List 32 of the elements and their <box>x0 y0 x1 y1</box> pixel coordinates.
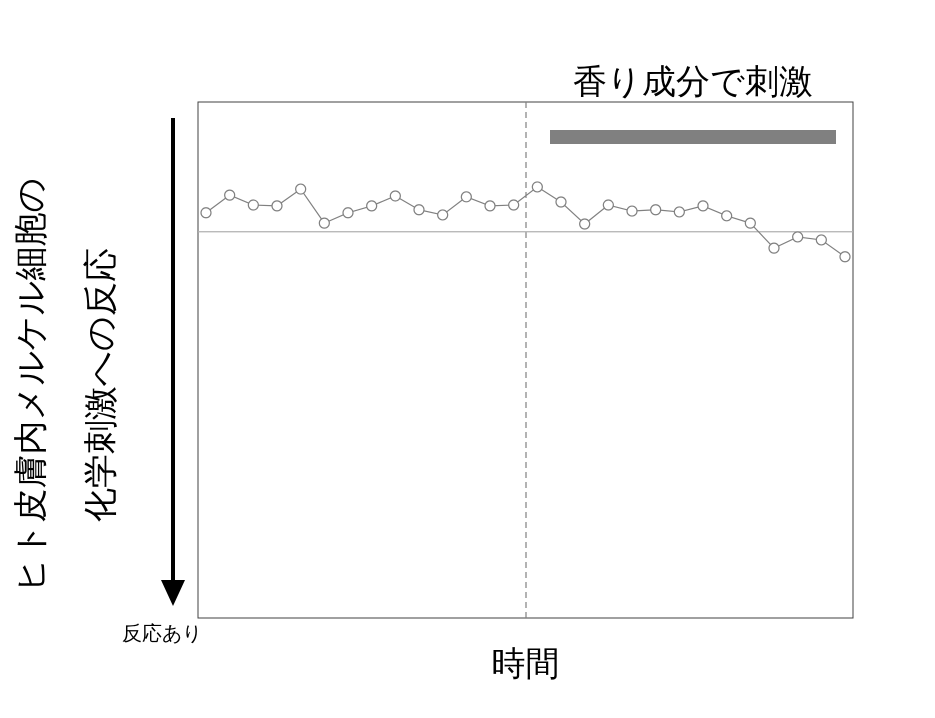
point <box>697 200 709 212</box>
point <box>792 231 804 243</box>
point <box>532 181 543 193</box>
point <box>248 199 259 211</box>
x-axis-title: 時間 <box>492 644 560 684</box>
text: 反応あり <box>122 621 202 645</box>
point <box>816 234 827 246</box>
y-axis-title: ヒト皮膚内メルケル細胞の化学刺激への反応 <box>11 178 121 592</box>
point <box>602 199 614 211</box>
point <box>744 218 756 229</box>
point <box>650 204 662 216</box>
point <box>721 210 732 222</box>
point <box>224 190 236 201</box>
point <box>200 207 212 218</box>
point <box>342 207 354 218</box>
point <box>318 218 330 229</box>
point <box>626 205 638 217</box>
point <box>413 204 425 216</box>
point <box>271 200 283 212</box>
point <box>460 191 472 202</box>
point <box>295 183 306 195</box>
point <box>437 209 448 221</box>
point <box>390 190 401 202</box>
point <box>768 242 780 254</box>
point <box>579 218 590 230</box>
point <box>484 200 496 212</box>
point <box>508 199 520 211</box>
point <box>366 200 378 212</box>
point <box>839 251 851 262</box>
text: 香り成分で刺激 <box>573 62 813 102</box>
point <box>555 196 567 208</box>
point <box>674 206 685 218</box>
